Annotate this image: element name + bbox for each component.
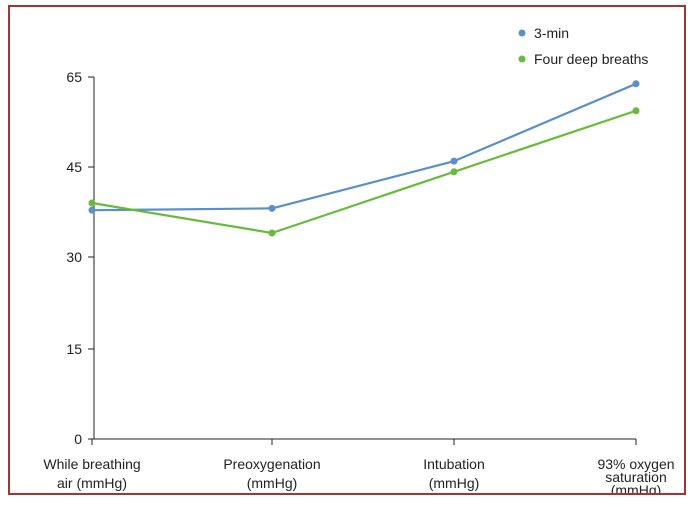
x-tick-label: (mmHg): [247, 475, 298, 491]
y-tick-label: 45: [66, 159, 82, 175]
data-point-1-2: [450, 168, 458, 176]
x-tick-label: (mmHg): [429, 475, 480, 491]
y-tick-label: 15: [66, 341, 82, 357]
legend-marker-1: [518, 55, 526, 63]
data-point-0-1: [268, 204, 276, 212]
series-line-1: [91, 109, 637, 235]
legend-label-1: Four deep breaths: [534, 51, 648, 67]
y-tick-label: 65: [66, 69, 82, 85]
x-tick-label: 93% oxygen: [597, 456, 674, 472]
y-tick-label: 30: [66, 249, 82, 265]
legend-marker-0: [518, 29, 526, 37]
x-tick-label: saturation: [605, 469, 666, 485]
legend-label-0: 3-min: [534, 25, 569, 41]
x-tick-label: (mmHg): [611, 482, 662, 495]
line-chart: 0 15 30 45 65 While breathing air (mmHg) Preoxy…: [43, 25, 674, 495]
data-point-1-3: [632, 107, 640, 115]
data-point-0-3: [632, 80, 640, 88]
y-tick-label: 0: [74, 431, 82, 447]
data-point-1-1: [268, 229, 276, 237]
x-tick-label: While breathing: [43, 456, 140, 472]
x-tick-label: air (mmHg): [57, 475, 127, 491]
data-point-1-0: [88, 199, 96, 207]
x-tick-label: Intubation: [423, 456, 485, 472]
x-tick-label: Preoxygenation: [223, 456, 320, 472]
series-line-0: [91, 82, 637, 212]
data-point-0-0: [88, 206, 96, 214]
data-point-0-2: [450, 157, 458, 165]
chart-frame: 0 15 30 45 65 While breathing air (mmHg) Preoxy…: [8, 5, 686, 495]
